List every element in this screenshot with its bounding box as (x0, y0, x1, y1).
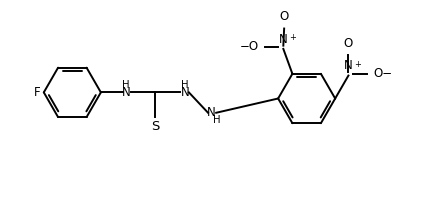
Text: N: N (181, 86, 189, 99)
Text: +: + (354, 60, 361, 69)
Text: H: H (181, 80, 188, 90)
Text: O−: O− (373, 67, 392, 80)
Text: +: + (289, 33, 296, 42)
Text: H: H (214, 115, 221, 125)
Text: H: H (122, 80, 130, 90)
Text: S: S (151, 120, 160, 133)
Text: N: N (344, 59, 353, 72)
Text: N: N (122, 86, 131, 99)
Text: N: N (207, 106, 216, 119)
Text: O: O (344, 37, 353, 50)
Text: O: O (279, 10, 289, 23)
Text: −O: −O (239, 40, 259, 53)
Text: F: F (34, 86, 40, 99)
Text: N: N (279, 33, 288, 46)
